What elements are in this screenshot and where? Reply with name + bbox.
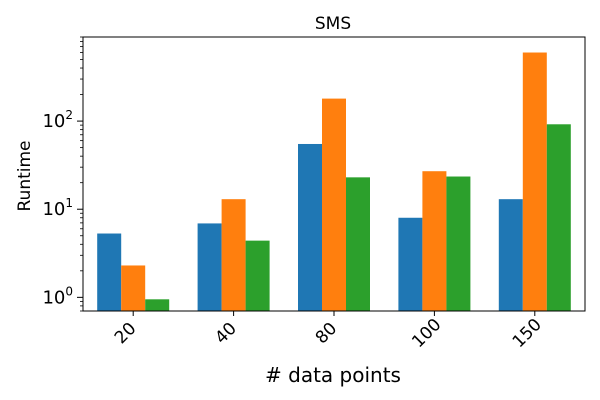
y-axis-label: Runtime bbox=[15, 140, 35, 211]
y-tick-label-10: 101 bbox=[42, 196, 73, 220]
y-tick-label-100: 102 bbox=[42, 108, 73, 132]
bar-series3-40 bbox=[245, 240, 270, 311]
plot-frame bbox=[82, 36, 586, 312]
bar-series1-80 bbox=[298, 143, 322, 311]
bars-group bbox=[97, 52, 571, 312]
bar-series3-80 bbox=[346, 177, 370, 311]
x-tick-label-40: 40 bbox=[211, 319, 240, 348]
bar-series1-20 bbox=[97, 233, 122, 311]
x-ticks-group: 20 40 80 100 150 bbox=[111, 311, 546, 352]
y-ticks-group: 100 101 102 bbox=[42, 36, 83, 312]
x-tick-label-150: 150 bbox=[509, 315, 546, 352]
bar-series2-150 bbox=[522, 52, 547, 312]
bar-series3-150 bbox=[546, 124, 571, 311]
x-tick-label-100: 100 bbox=[408, 315, 445, 352]
chart-title: SMS bbox=[315, 14, 351, 34]
bar-series2-100 bbox=[422, 171, 447, 311]
bar-series1-150 bbox=[498, 199, 523, 311]
bar-series1-100 bbox=[398, 217, 423, 311]
x-tick-label-20: 20 bbox=[111, 319, 140, 348]
bar-series2-20 bbox=[121, 265, 146, 311]
x-tick-label-80: 80 bbox=[312, 319, 341, 348]
bar-series3-20 bbox=[145, 299, 170, 311]
bar-series2-80 bbox=[322, 98, 346, 311]
x-axis-label: # data points bbox=[265, 363, 401, 387]
y-tick-label-1: 100 bbox=[42, 284, 73, 308]
bar-series2-40 bbox=[221, 199, 246, 311]
bar-series1-40 bbox=[197, 223, 222, 311]
bar-series3-100 bbox=[446, 176, 471, 311]
